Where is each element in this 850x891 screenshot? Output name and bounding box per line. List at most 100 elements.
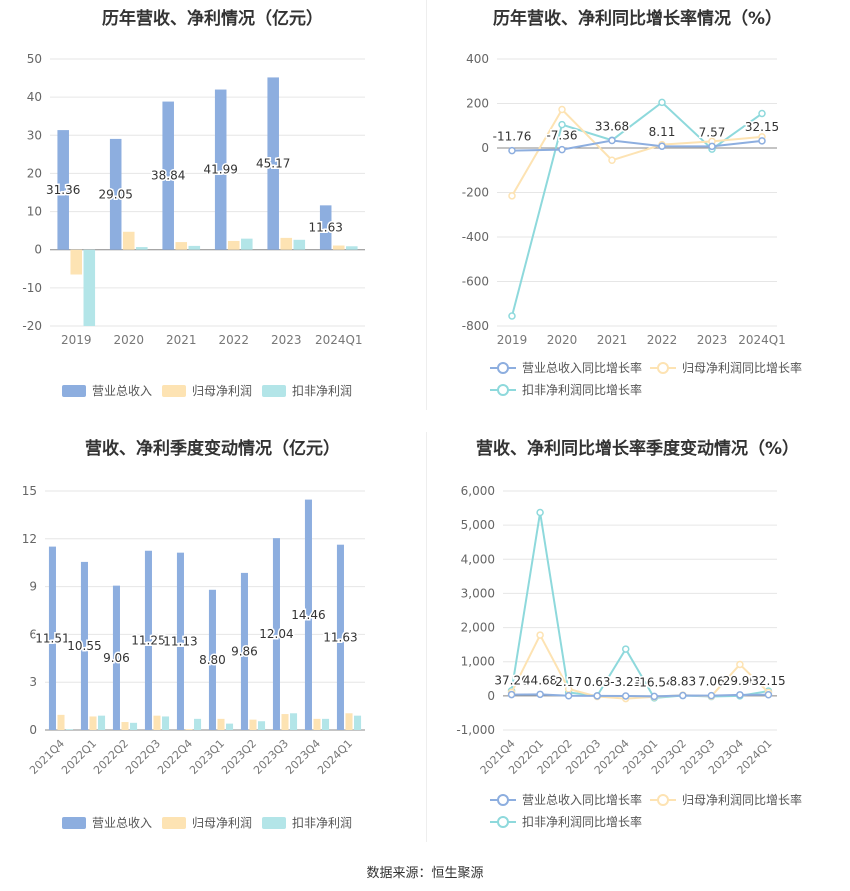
x-tick-label: 2021 <box>597 333 628 347</box>
data-point <box>650 692 659 701</box>
data-point <box>536 508 544 517</box>
legend-label: 归母净利润 <box>192 816 252 830</box>
legend-label: 扣非净利润 <box>292 384 352 398</box>
legend-label: 归母净利润同比增长率 <box>682 360 802 375</box>
y-tick-label: -10 <box>22 281 42 295</box>
legend-marker <box>497 384 509 396</box>
data-label: 8.83 <box>669 675 696 689</box>
chart-panel-quarterly-revenue: 营收、净利季度变动情况（亿元） 0 3 6 9 12 15 2021Q4 2022Q1 2022… <box>0 430 425 850</box>
bar <box>304 499 312 730</box>
data-point <box>658 142 666 150</box>
data-label: 2.17 <box>555 675 582 689</box>
y-tick-label: -800 <box>462 319 489 333</box>
bar <box>267 77 279 250</box>
data-label: 29.90 <box>723 674 757 688</box>
y-tick-label: 12 <box>22 532 37 546</box>
data-label: 8.11 <box>649 125 676 139</box>
y-tick-label: 5,000 <box>461 518 495 532</box>
bar-chart-annual: -20 -10 0 10 20 30 40 50 2019 2020 2021 2022 2023 202… <box>22 52 365 398</box>
data-point <box>707 691 716 700</box>
data-point <box>736 691 744 699</box>
chart-title: 历年营收、净利同比增长率情况（%） <box>492 9 783 29</box>
data-point <box>764 691 773 699</box>
data-point <box>758 109 766 118</box>
legend-label: 扣非净利润同比增长率 <box>522 814 642 829</box>
series-line <box>510 632 770 700</box>
x-tick-label: 2024Q1 <box>315 333 363 347</box>
y-tick-label: -20 <box>22 319 42 333</box>
legend-label: 归母净利润同比增长率 <box>682 792 802 807</box>
legend-marker <box>497 362 509 374</box>
bar <box>272 538 280 730</box>
bar <box>322 718 330 730</box>
legend-marker <box>497 794 509 806</box>
data-point <box>508 312 516 320</box>
y-tick-label: 0 <box>34 243 42 257</box>
y-tick-label: 15 <box>22 484 37 498</box>
bar <box>162 716 170 730</box>
data-point <box>536 690 544 699</box>
data-point <box>621 645 630 653</box>
x-tick-label: 2024Q1 <box>738 333 786 347</box>
y-tick-label: 400 <box>466 52 489 66</box>
data-point <box>558 105 566 114</box>
chart-title: 营收、净利同比增长率季度变动情况（%） <box>475 439 800 459</box>
data-point <box>679 691 687 700</box>
y-tick-label: -400 <box>462 230 489 244</box>
y-tick-label: -600 <box>462 275 489 289</box>
bar <box>188 245 201 250</box>
bar <box>241 238 253 250</box>
data-point <box>558 120 566 129</box>
bar <box>313 718 321 730</box>
data-label: 14.46 <box>291 608 325 622</box>
line-chart-annual-growth: -800 -600 -400 -200 0 200 400 2019 2020 2021 2022 2… <box>462 52 802 397</box>
data-label: -3.23 <box>610 675 641 689</box>
x-tick-label: 2023 <box>271 333 302 347</box>
data-label: 12.04 <box>259 627 293 641</box>
y-tick-label: 10 <box>27 205 42 219</box>
bar <box>194 718 202 730</box>
legend-swatch <box>262 817 286 829</box>
bar <box>89 716 97 730</box>
bar <box>226 723 234 730</box>
legend-marker <box>657 362 669 374</box>
x-tick-label: 2022 <box>647 333 678 347</box>
data-point <box>736 660 744 669</box>
y-tick-label: 0 <box>29 723 37 737</box>
chart-title: 营收、净利季度变动情况（亿元） <box>85 439 340 459</box>
y-tick-label: 0 <box>481 141 489 155</box>
legend-swatch <box>62 817 86 829</box>
legend-label: 营业总收入 <box>92 816 152 830</box>
chart-panel-quarterly-growth: 营收、净利同比增长率季度变动情况（%） -1,000 0 1,000 2,000 3,0… <box>425 430 850 850</box>
data-point <box>621 692 630 700</box>
chart-panel-annual-growth: 历年营收、净利同比增长率情况（%） -800 -600 -400 -200 0 200 40… <box>425 0 850 410</box>
bar <box>176 552 184 730</box>
bar <box>258 721 266 730</box>
x-tick-label: 2019 <box>497 333 528 347</box>
series-line <box>511 139 763 152</box>
y-tick-label: 6 <box>29 627 37 641</box>
data-label: 32.15 <box>751 674 785 688</box>
legend-label: 扣非净利润同比增长率 <box>522 382 642 397</box>
vertical-divider <box>426 0 427 410</box>
series-line <box>511 107 763 197</box>
bar <box>66 729 74 730</box>
y-tick-label: 2,000 <box>461 621 495 635</box>
data-label: 33.68 <box>595 120 629 134</box>
data-label: 11.63 <box>309 221 343 235</box>
chart-title: 历年营收、净利情况（亿元） <box>102 9 323 29</box>
bar-chart-quarterly: 036912152021Q42022Q12022Q22022Q32022Q420… <box>22 484 365 830</box>
bar <box>249 719 257 730</box>
y-tick-label: 1,000 <box>461 655 495 669</box>
bar <box>332 245 345 250</box>
bar <box>336 544 344 730</box>
data-point <box>564 692 573 700</box>
x-tick-label: 2023 <box>697 333 728 347</box>
data-point <box>708 142 716 151</box>
legend-label: 归母净利润 <box>192 384 252 398</box>
data-point <box>508 146 516 155</box>
data-point <box>608 156 616 164</box>
x-tick-label: 2024Q1 <box>315 737 355 777</box>
bar <box>290 713 298 730</box>
y-tick-label: 3 <box>29 675 37 689</box>
